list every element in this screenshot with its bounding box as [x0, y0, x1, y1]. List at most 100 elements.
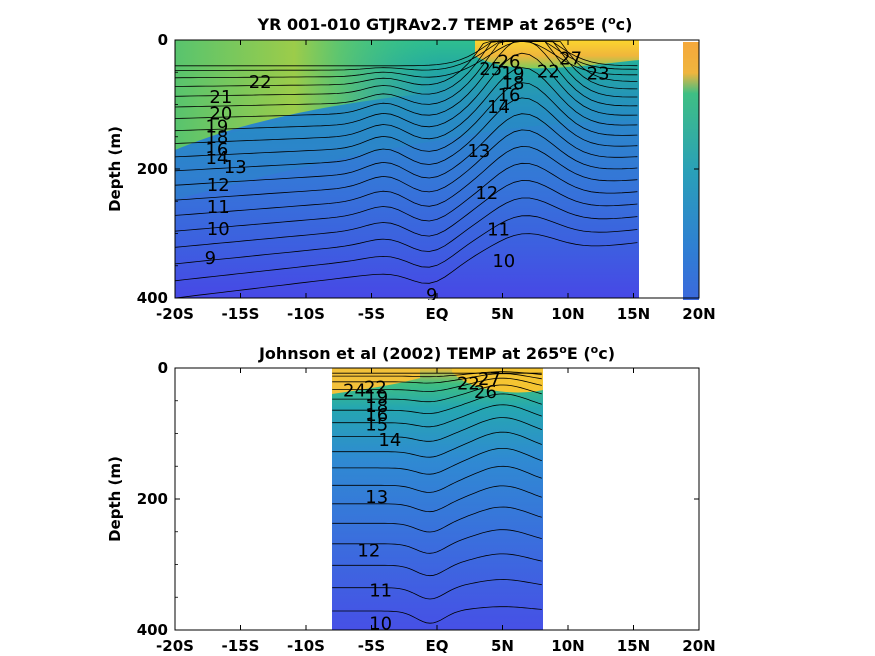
y-tick-label: 0 — [158, 359, 168, 377]
contour-line — [332, 506, 542, 533]
x-tick-label: 15N — [617, 637, 650, 655]
contour-label: 14 — [487, 97, 510, 118]
contour-line — [175, 52, 638, 132]
contour-line — [175, 40, 638, 71]
y-tick-label: 200 — [137, 490, 168, 508]
contour-line — [332, 377, 542, 392]
contour-label: 14 — [378, 430, 401, 451]
top-contour-lines — [175, 40, 638, 299]
contour-label: 12 — [475, 183, 498, 204]
top-coastal-strip — [683, 42, 699, 300]
contour-label: 12 — [207, 175, 230, 196]
x-tick-label: 10N — [551, 637, 584, 655]
top-ylabel: Depth (m) — [106, 126, 124, 212]
contour-label: 9 — [205, 248, 216, 269]
contour-line — [175, 40, 638, 119]
contour-label: 10 — [492, 251, 515, 272]
x-tick-label: -10S — [287, 305, 325, 323]
x-tick-label: -5S — [358, 305, 385, 323]
contour-line — [332, 448, 542, 475]
contour-label: 18 — [502, 73, 525, 94]
contour-label: 19 — [205, 116, 228, 137]
y-tick-label: 400 — [137, 289, 168, 307]
y-tick-label: 200 — [137, 160, 168, 178]
x-tick-label: 5N — [491, 637, 514, 655]
x-tick-label: -5S — [358, 637, 385, 655]
contour-line — [332, 404, 542, 428]
contour-label: 16 — [205, 140, 228, 161]
contour-line — [175, 67, 638, 144]
contour-label: 22 — [364, 378, 387, 399]
contour-line — [175, 40, 638, 79]
contour-line — [332, 371, 542, 378]
bottom-ylabel: Depth (m) — [106, 456, 124, 542]
contour-line — [332, 431, 542, 458]
bottom-panel: Johnson et al (2002) TEMP at 265oE (oc) … — [106, 343, 716, 655]
contour-label: 13 — [467, 141, 490, 162]
contour-line — [332, 485, 542, 513]
x-tick-label: 20N — [682, 305, 715, 323]
contour-label: 9 — [426, 285, 437, 306]
contour-label: 19 — [365, 387, 388, 408]
y-tick-label: 400 — [137, 621, 168, 639]
x-tick-label: 5N — [491, 305, 514, 323]
contour-line — [332, 606, 542, 624]
contour-line — [175, 129, 638, 201]
contour-label: 10 — [369, 613, 392, 634]
x-tick-label: 15N — [617, 305, 650, 323]
contour-label: 18 — [365, 396, 388, 417]
contour-label: 26 — [474, 382, 497, 403]
contour-label: 23 — [587, 64, 610, 85]
contour-label: 11 — [487, 220, 510, 241]
contour-label: 25 — [479, 59, 502, 80]
x-tick-label: EQ — [426, 305, 449, 323]
x-tick-label: EQ — [426, 637, 449, 655]
top-axis-ticks: -20S -15S -10S -5S EQ 5N 10N 15N 20N 0 200 400 — [137, 31, 716, 323]
contour-line — [175, 162, 638, 232]
contour-line — [175, 233, 638, 299]
contour-line — [175, 82, 638, 158]
contour-label: 13 — [365, 487, 388, 508]
contour-line — [175, 40, 638, 67]
contour-line — [332, 373, 542, 384]
contour-line — [332, 579, 542, 600]
bottom-axis-ticks: -20S -15S -10S -5S EQ 5N 10N 15N 20N 0 200 400 — [137, 359, 716, 655]
contour-line — [332, 393, 542, 414]
bottom-contour-lines — [332, 371, 542, 624]
contour-label: 27 — [478, 369, 501, 390]
contour-line — [175, 40, 638, 87]
contour-label: 22 — [457, 374, 480, 395]
contour-label: 10 — [207, 219, 230, 240]
contour-label: 20 — [209, 104, 232, 125]
y-tick-label: 0 — [158, 31, 168, 49]
contour-label: 22 — [537, 62, 560, 83]
contour-label: 11 — [207, 197, 230, 218]
contour-line — [175, 40, 638, 108]
contour-line — [175, 197, 638, 265]
contour-label: 18 — [205, 127, 228, 148]
contour-line — [175, 145, 638, 216]
contour-line — [332, 417, 542, 442]
top-panel: YR 001-010 GTJRAv2.7 TEMP at 265oE (oc) … — [106, 14, 716, 323]
contour-label: 22 — [249, 72, 272, 93]
x-tick-label: -15S — [222, 637, 260, 655]
contour-line — [175, 215, 638, 282]
contour-label: 12 — [357, 541, 380, 562]
contour-label: 27 — [559, 49, 582, 70]
x-tick-label: -10S — [287, 637, 325, 655]
x-tick-label: -20S — [156, 637, 194, 655]
contour-label: 16 — [365, 405, 388, 426]
contour-label: 26 — [498, 51, 521, 72]
x-tick-label: 10N — [551, 305, 584, 323]
contour-label: 24 — [343, 380, 366, 401]
contour-label: 13 — [224, 157, 247, 178]
contour-label: 21 — [209, 87, 232, 108]
contour-label: 15 — [365, 414, 388, 435]
contour-line — [332, 384, 542, 403]
contour-line — [332, 465, 542, 493]
